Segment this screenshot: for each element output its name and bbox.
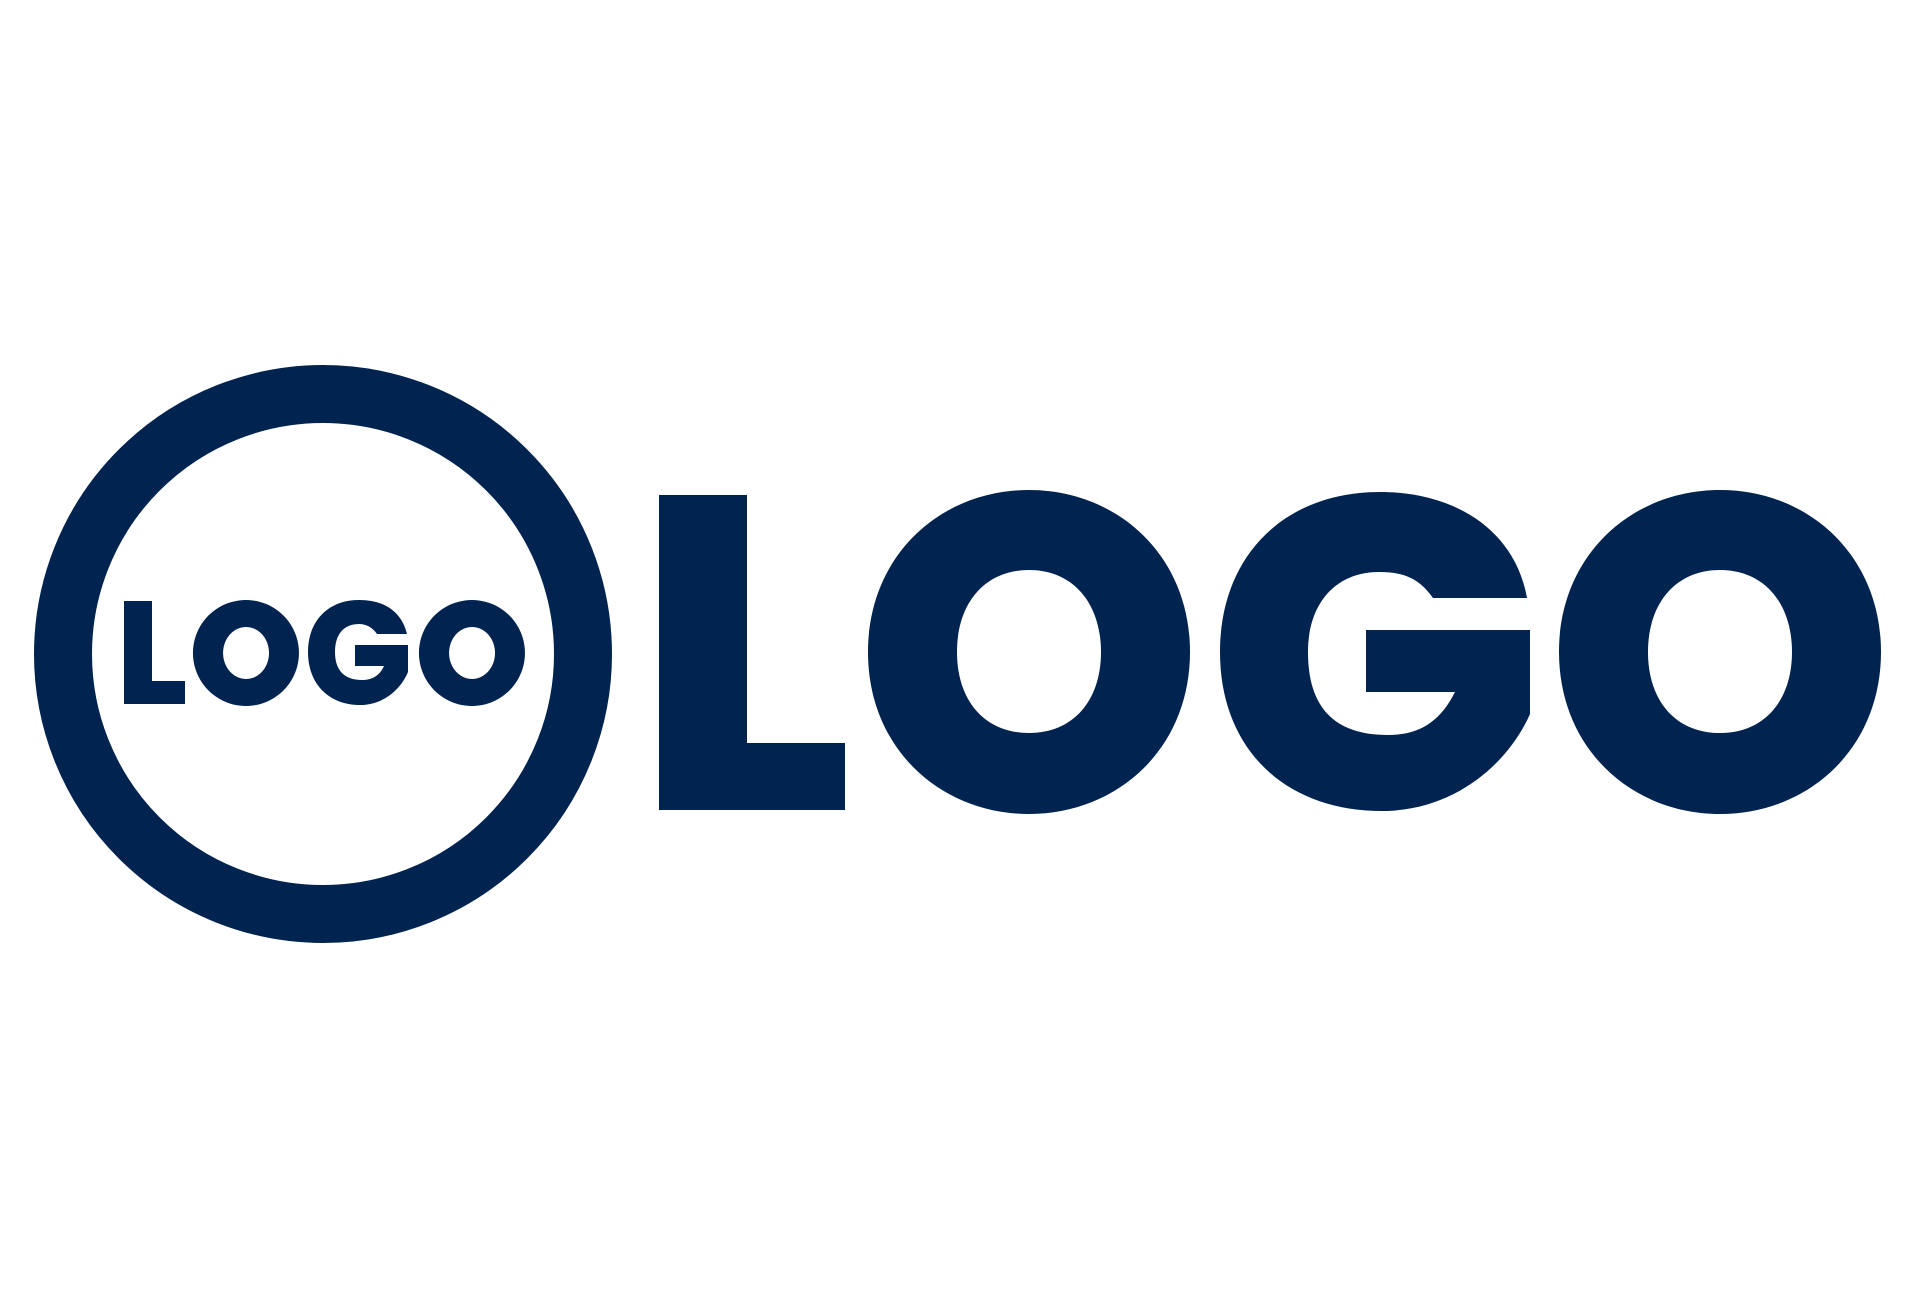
wordmark-letter-g [1220,492,1530,811]
logo-emblem [34,365,612,943]
logo-wordmark [659,490,1881,814]
logo-emblem-ring [34,365,612,943]
wordmark-letter-l [659,495,845,810]
wordmark-letter-o2 [1559,490,1881,814]
wordmark-letter-o1 [868,490,1190,814]
logo-emblem-lettering [124,600,525,707]
